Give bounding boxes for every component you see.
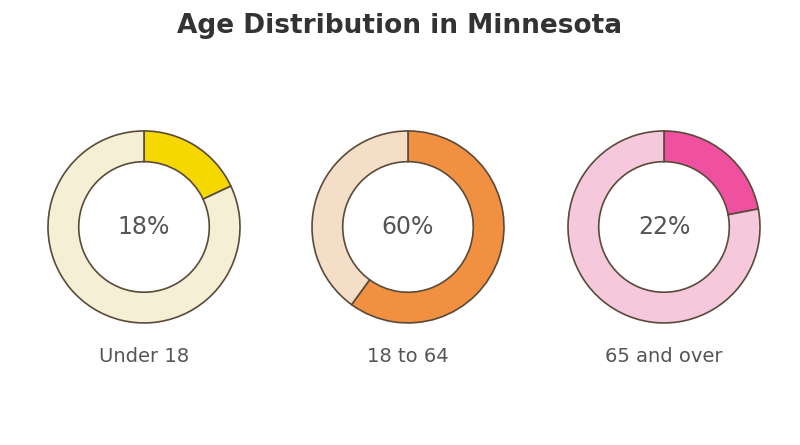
Text: 22%: 22% xyxy=(638,215,690,239)
Wedge shape xyxy=(48,131,240,323)
Text: 18 to 64: 18 to 64 xyxy=(367,347,449,366)
Text: Age Distribution in Minnesota: Age Distribution in Minnesota xyxy=(178,13,622,39)
Text: 18%: 18% xyxy=(118,215,170,239)
Text: Under 18: Under 18 xyxy=(99,347,189,366)
Wedge shape xyxy=(144,131,231,199)
Wedge shape xyxy=(664,131,758,215)
Text: 65 and over: 65 and over xyxy=(606,347,722,366)
Wedge shape xyxy=(351,131,504,323)
Text: 60%: 60% xyxy=(382,215,434,239)
Wedge shape xyxy=(312,131,408,305)
Wedge shape xyxy=(568,131,760,323)
